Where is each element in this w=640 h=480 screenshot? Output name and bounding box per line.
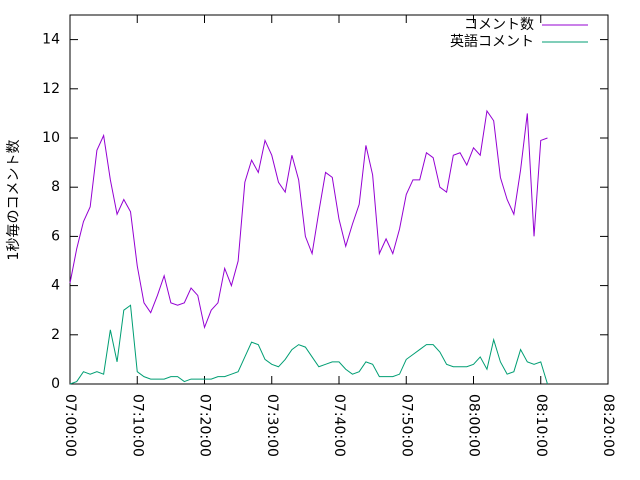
x-tick-label: 07:50:00 bbox=[398, 394, 414, 457]
x-tick-label: 08:20:00 bbox=[600, 394, 616, 457]
x-tick-label: 07:40:00 bbox=[331, 394, 347, 457]
x-tick-label: 07:10:00 bbox=[129, 394, 145, 457]
y-axis-label: 1秒毎のコメント数 bbox=[6, 140, 22, 261]
y-tick-label: 8 bbox=[51, 179, 60, 195]
y-tick-label: 4 bbox=[51, 278, 60, 294]
legend-label: 英語コメント bbox=[450, 33, 534, 50]
y-tick-label: 0 bbox=[51, 376, 60, 392]
legend-label: コメント数 bbox=[464, 17, 534, 33]
series-line bbox=[69, 109, 548, 330]
y-tick-label: 10 bbox=[42, 130, 60, 146]
x-tick-label: 08:00:00 bbox=[466, 394, 482, 457]
x-tick-label: 07:30:00 bbox=[264, 394, 280, 457]
series-line bbox=[69, 304, 548, 385]
y-tick-label: 6 bbox=[51, 228, 60, 244]
y-tick-label: 12 bbox=[42, 81, 60, 97]
y-tick-label: 14 bbox=[42, 32, 60, 48]
x-tick-label: 08:10:00 bbox=[533, 394, 549, 457]
x-tick-label: 07:00:00 bbox=[62, 394, 78, 457]
x-tick-label: 07:20:00 bbox=[197, 394, 213, 457]
plot-frame bbox=[69, 14, 609, 385]
y-tick-label: 2 bbox=[51, 327, 60, 343]
